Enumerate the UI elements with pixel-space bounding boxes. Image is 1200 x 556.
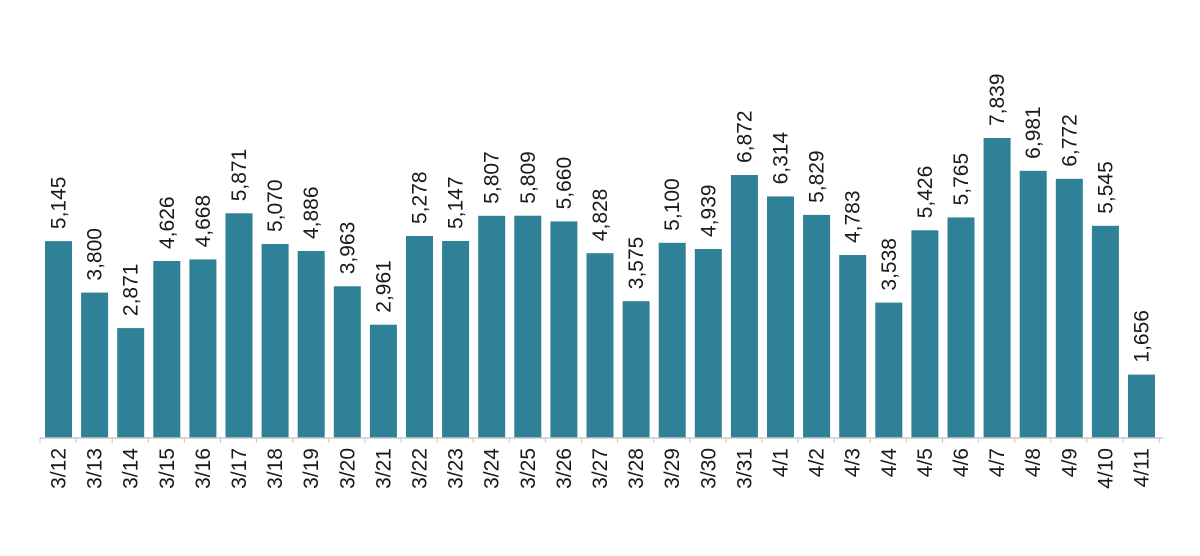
x-tick-label-4-8: 4/8 [1022, 448, 1045, 477]
value-label-3-13: 3,800 [84, 228, 107, 281]
x-tick-label-3-17: 3/17 [228, 448, 251, 489]
x-tick-label-4-4: 4/4 [878, 448, 901, 478]
value-label-3-18: 5,070 [264, 179, 287, 232]
bar-3-17 [225, 213, 253, 438]
value-label-3-17: 5,871 [228, 149, 251, 202]
bar-3-13 [81, 292, 109, 438]
value-label-3-21: 2,961 [372, 260, 395, 313]
value-label-4-6: 5,765 [950, 153, 973, 206]
value-label-3-27: 4,828 [589, 189, 612, 242]
value-label-4-9: 6,772 [1058, 114, 1081, 167]
x-tick-label-3-12: 3/12 [48, 448, 71, 489]
x-tick-label-3-22: 3/22 [409, 448, 432, 489]
x-tick-label-3-28: 3/28 [625, 448, 648, 489]
value-label-3-29: 5,100 [661, 178, 684, 231]
x-tick-labels-group: 3/12 3/13 3/14 3/15 3/16 3/17 3/18 3/19 3/20 3/21… [48, 448, 1154, 489]
x-tick-label-4-11: 4/11 [1131, 448, 1154, 487]
x-tick-label-3-30: 3/30 [697, 448, 720, 489]
bar-4-4 [875, 302, 903, 438]
bar-3-26 [550, 221, 578, 438]
value-label-3-16: 4,668 [192, 195, 215, 248]
bar-3-16 [189, 259, 217, 438]
x-tick-label-3-31: 3/31 [733, 448, 756, 489]
x-tick-label-3-24: 3/24 [481, 448, 504, 489]
x-tick-label-3-26: 3/26 [553, 448, 576, 489]
x-tick-label-4-1: 4/1 [770, 448, 793, 477]
value-labels-group: 5,145 3,800 2,871 4,626 4,668 5,871 5,070 4,886… [48, 73, 1154, 362]
x-tick-label-4-10: 4/10 [1094, 448, 1117, 489]
x-tick-label-3-20: 3/20 [336, 448, 359, 489]
value-label-4-8: 6,981 [1022, 106, 1045, 159]
x-tick-label-3-16: 3/16 [192, 448, 215, 489]
x-tick-label-3-18: 3/18 [264, 448, 287, 489]
bar-3-29 [658, 242, 686, 438]
bar-3-19 [297, 251, 325, 438]
x-tick-label-3-19: 3/19 [300, 448, 323, 489]
bar-4-11 [1128, 374, 1155, 438]
value-label-3-19: 4,886 [300, 186, 323, 239]
bar-3-15 [153, 261, 181, 438]
x-tick-label-3-25: 3/25 [517, 448, 540, 489]
x-tick-label-4-2: 4/2 [806, 448, 829, 477]
value-label-4-3: 4,783 [842, 190, 865, 243]
x-tick-label-3-23: 3/23 [445, 448, 468, 489]
value-label-3-31: 6,872 [733, 110, 756, 163]
x-tick-label-4-9: 4/9 [1058, 448, 1081, 477]
bar-4-7 [983, 138, 1011, 438]
value-label-4-5: 5,426 [914, 166, 937, 219]
value-label-3-20: 3,963 [336, 222, 359, 275]
bar-3-31 [730, 175, 758, 438]
x-tick-label-3-15: 3/15 [156, 448, 179, 489]
x-tick-label-4-7: 4/7 [986, 448, 1009, 477]
value-label-3-24: 5,807 [481, 151, 504, 204]
bar-3-30 [694, 249, 722, 438]
bar-4-1 [767, 196, 794, 438]
x-tick-label-3-27: 3/27 [589, 448, 612, 489]
bar-3-23 [442, 241, 470, 438]
value-label-4-11: 1,656 [1131, 310, 1154, 363]
bar-4-2 [803, 214, 831, 438]
bar-3-22 [406, 236, 433, 438]
value-label-4-2: 5,829 [806, 150, 829, 203]
bar-3-18 [261, 244, 289, 438]
value-label-3-23: 5,147 [445, 176, 468, 229]
value-label-4-10: 5,545 [1094, 161, 1117, 214]
bar-3-28 [622, 301, 650, 438]
value-label-4-1: 6,314 [770, 132, 793, 185]
x-ticks-group [39, 438, 1160, 443]
bar-4-3 [839, 255, 867, 438]
value-label-3-28: 3,575 [625, 237, 648, 290]
bar-3-21 [369, 324, 397, 438]
value-label-3-14: 2,871 [120, 264, 143, 317]
bar-3-24 [478, 215, 506, 438]
bar-4-6 [947, 217, 975, 438]
x-tick-label-3-29: 3/29 [661, 448, 684, 489]
value-label-3-30: 4,939 [697, 184, 720, 237]
value-label-3-26: 5,660 [553, 157, 576, 210]
bars-group [45, 138, 1155, 439]
bar-4-10 [1091, 225, 1119, 438]
value-label-3-25: 5,809 [517, 151, 540, 204]
x-tick-label-3-13: 3/13 [84, 448, 107, 489]
bar-3-27 [586, 253, 614, 438]
value-label-4-7: 7,839 [986, 73, 1009, 126]
bar-3-25 [514, 215, 542, 438]
bar-3-12 [45, 241, 72, 438]
bar-3-20 [333, 286, 361, 438]
bar-4-5 [911, 230, 939, 438]
x-tick-label-3-21: 3/21 [372, 448, 395, 489]
bar-4-9 [1055, 178, 1083, 439]
bar-4-8 [1019, 170, 1047, 439]
x-tick-label-4-5: 4/5 [914, 448, 937, 477]
value-label-3-12: 5,145 [48, 177, 71, 230]
value-label-3-15: 4,626 [156, 196, 179, 249]
x-tick-label-3-14: 3/14 [120, 448, 143, 489]
x-tick-label-4-6: 4/6 [950, 448, 973, 477]
value-label-4-4: 3,538 [878, 238, 901, 291]
x-tick-label-4-3: 4/3 [842, 448, 865, 477]
bar-3-14 [117, 328, 145, 438]
value-label-3-22: 5,278 [409, 171, 432, 224]
